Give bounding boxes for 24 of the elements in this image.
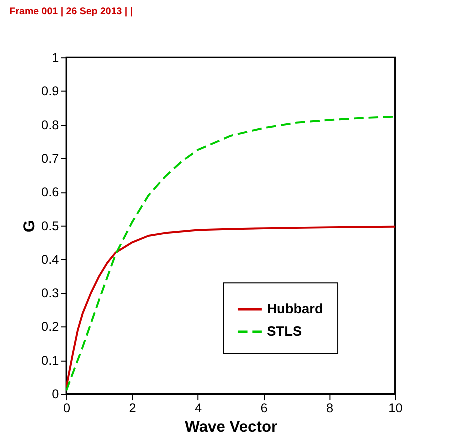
y-tick-label: 0.3 [42, 286, 60, 301]
y-tick-label: 1 [52, 50, 60, 66]
y-tick-label: 0.7 [42, 150, 60, 166]
y-tick-label: 0.1 [42, 352, 60, 368]
x-tick-label: 6 [260, 400, 268, 416]
y-tick-label: 0.2 [42, 319, 60, 334]
y-tick-label: 0.6 [42, 184, 60, 200]
y-tick-label: 0.9 [42, 84, 60, 99]
y-tick-label: 0.8 [42, 117, 60, 132]
line-series [66, 226, 396, 388]
y-tick-label: 0.5 [42, 218, 60, 234]
legend-label: STLS [267, 324, 302, 339]
legend-label: Hubbard [267, 301, 324, 316]
x-tick-label: 4 [194, 400, 202, 416]
x-tick-label: 10 [388, 400, 403, 416]
y-axis-title: G [22, 220, 39, 232]
y-tick-label: 0 [52, 386, 60, 402]
line-series [66, 116, 396, 392]
x-axis-title: Wave Vector [185, 418, 278, 436]
x-tick-label: 0 [63, 400, 71, 416]
text: Frame 001 | 26 Sep 2013 | | [10, 6, 134, 18]
x-tick-label: 2 [129, 400, 136, 416]
y-tick-label: 0.4 [42, 252, 60, 267]
x-tick-label: 8 [326, 400, 334, 416]
